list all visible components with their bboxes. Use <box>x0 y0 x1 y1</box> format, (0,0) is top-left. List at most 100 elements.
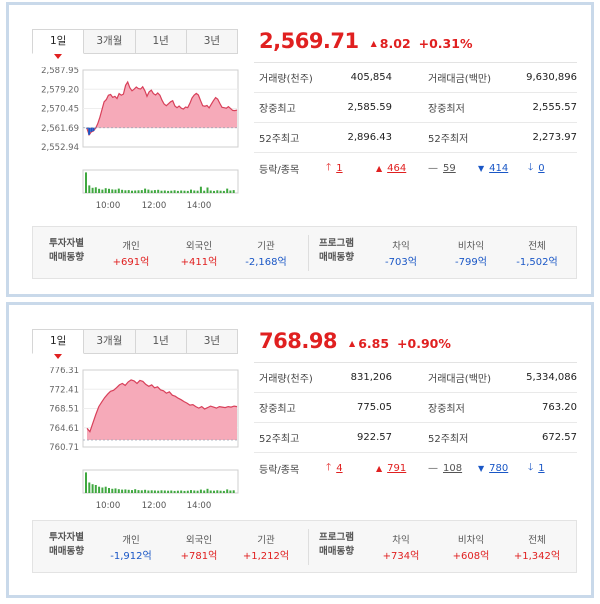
volume-bar <box>157 490 160 493</box>
volume-bar <box>101 189 104 193</box>
volume-bar <box>226 188 229 193</box>
tab-3year[interactable]: 3년 <box>186 329 238 354</box>
stat-label: 장중최고 <box>259 104 296 115</box>
up-triangle-icon: ▲ <box>370 39 377 48</box>
price-change-value: 8.02 <box>379 36 411 51</box>
intraday-chart: 2,587.95 2,579.20 2,570.45 2,561.69 2,552.94… <box>9 67 239 217</box>
x-tick-label: 14:00 <box>187 501 212 511</box>
volume-bar <box>147 189 150 193</box>
investor-institution: 기관 -2,168억 <box>231 238 301 268</box>
price-change-value: 6.85 <box>358 336 390 351</box>
tab-3month[interactable]: 3개월 <box>84 29 136 54</box>
volume-bar <box>160 490 163 493</box>
program-col-header: 차익 <box>392 241 410 252</box>
stat-value: 2,896.43 <box>347 132 392 143</box>
volume-bar <box>150 190 153 193</box>
investor-individual: 개인 +691억 <box>96 238 166 268</box>
program-col-header: 전체 <box>528 535 546 546</box>
lower-limit-link[interactable]: 1 <box>538 462 545 474</box>
upper-limit-link[interactable]: 1 <box>336 162 343 174</box>
active-tab-marker <box>54 354 63 359</box>
stats-row: 장중최고 2,585.59 장중최저 2,555.57 <box>254 93 577 123</box>
stat-label: 장중최저 <box>428 404 465 415</box>
lower-limit-link[interactable]: 0 <box>538 162 545 174</box>
volume-bar <box>216 490 219 493</box>
stats-table: 거래량(천주) 405,854 거래대금(백만) 9,630,896 장중최고 … <box>254 62 577 183</box>
stat-label: 52주최저 <box>428 434 469 445</box>
volume-bar <box>94 187 97 193</box>
intraday-chart-svg: 2,587.95 2,579.20 2,570.45 2,561.69 2,552.94… <box>41 67 239 211</box>
volume-bar <box>131 190 133 193</box>
up-count: ▲ 791 <box>376 463 428 474</box>
stat-value: 5,334,086 <box>526 372 577 383</box>
volume-bar <box>199 489 202 493</box>
flat-link[interactable]: 108 <box>443 462 463 474</box>
down-link[interactable]: 414 <box>489 162 509 174</box>
volume-bar <box>199 186 202 193</box>
volume-bar <box>167 190 170 193</box>
volume-bar <box>186 190 189 193</box>
volume-bar <box>170 190 173 193</box>
advance-decline-row: 등락/종목 🡑 4 ▲ 791 —108 ▼ 780 🡓 1 <box>254 453 577 483</box>
stat-value: 831,206 <box>350 372 392 383</box>
investor-col-value: -1,912억 <box>110 551 152 562</box>
volume-bar <box>140 490 143 493</box>
volume-bar <box>150 490 153 493</box>
flat-link[interactable]: 59 <box>443 162 456 174</box>
volume-bar <box>196 190 199 193</box>
volume-bar <box>91 484 94 493</box>
volume-bar <box>144 188 147 193</box>
volume-bar <box>134 489 137 493</box>
program-trend-title: 프로그램 매매동향 <box>319 237 354 265</box>
up-link[interactable]: 464 <box>387 162 407 174</box>
volume-bar <box>101 487 104 493</box>
volume-bar <box>153 190 156 193</box>
investor-col-value: +691억 <box>112 257 150 268</box>
investor-foreign: 외국인 +411억 <box>164 238 234 268</box>
up-link[interactable]: 791 <box>387 462 407 474</box>
investor-title-line1: 투자자별 <box>49 532 84 543</box>
volume-bar <box>163 190 166 193</box>
volume-bar <box>190 189 192 193</box>
stat-label: 52주최고 <box>259 134 300 145</box>
price-change-percent: +0.90% <box>397 336 451 351</box>
stats-table: 거래량(천주) 831,206 거래대금(백만) 5,334,086 장중최고 … <box>254 362 577 483</box>
tab-1year[interactable]: 1년 <box>135 29 187 54</box>
volume-bar <box>193 490 196 493</box>
volume-bar <box>209 490 212 493</box>
tab-1year[interactable]: 1년 <box>135 329 187 354</box>
tab-3month[interactable]: 3개월 <box>84 329 136 354</box>
flat-count: — 108 <box>428 463 478 474</box>
investor-trend-box: 투자자별 매매동향 개인 +691억 외국인 +411억 기관 -2,168억 … <box>32 226 577 279</box>
price-area <box>87 379 237 440</box>
volume-bar <box>176 190 179 193</box>
investor-col-value: -2,168억 <box>245 257 287 268</box>
program-title-line2: 매매동향 <box>319 546 354 557</box>
volume-bar <box>170 490 173 493</box>
volume-bar <box>183 190 186 193</box>
program-col-value: +734억 <box>382 551 420 562</box>
divider <box>308 235 309 271</box>
volume-bar <box>104 188 107 193</box>
volume-bar <box>213 490 215 493</box>
investor-title-line2: 매매동향 <box>49 546 84 557</box>
volume-bar <box>190 490 192 493</box>
volume-bar <box>180 490 183 493</box>
price-line <box>86 80 238 137</box>
stats-row: 거래량(천주) 405,854 거래대금(백만) 9,630,896 <box>254 63 577 93</box>
program-arbitrage: 차익 +734억 <box>366 532 436 562</box>
investor-col-header: 기관 <box>257 535 275 546</box>
tab-1day[interactable]: 1일 <box>32 329 85 359</box>
tab-3year[interactable]: 3년 <box>186 29 238 54</box>
stat-value: 763.20 <box>542 402 577 413</box>
stat-label: 거래대금(백만) <box>428 74 492 85</box>
program-col-header: 비차익 <box>457 535 485 546</box>
price-header: 2,569.71 ▲ 8.02 +0.31% <box>259 29 472 59</box>
tab-1day[interactable]: 1일 <box>32 29 85 59</box>
flat-count: — 59 <box>428 163 478 174</box>
advance-decline-row: 등락/종목 🡑 1 ▲ 464 —59 ▼ 414 🡓 0 <box>254 153 577 183</box>
volume-bar <box>88 185 91 193</box>
down-link[interactable]: 780 <box>489 462 509 474</box>
y-tick-label: 772.41 <box>49 385 79 395</box>
upper-limit-link[interactable]: 4 <box>336 462 343 474</box>
